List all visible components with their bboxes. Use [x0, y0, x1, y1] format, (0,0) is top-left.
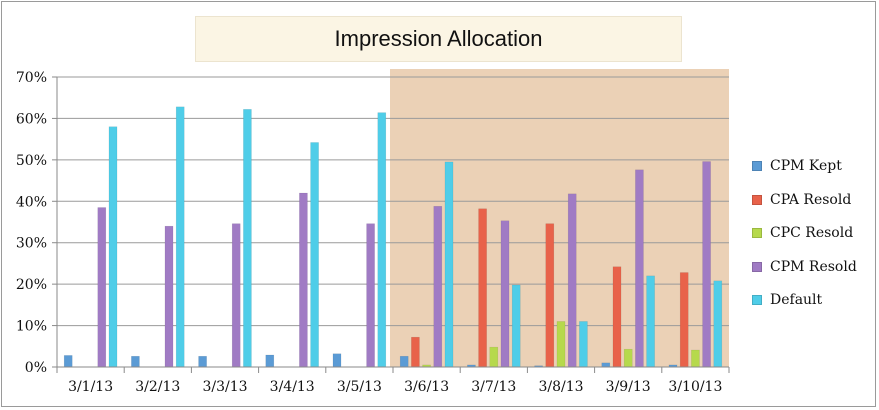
bar — [500, 220, 510, 368]
bar — [175, 106, 185, 368]
legend-item: CPC Resold — [752, 223, 853, 243]
bar — [265, 354, 275, 368]
legend-item: CPM Kept — [752, 156, 842, 176]
y-tick-label: 70% — [16, 70, 47, 86]
x-tick-label: 3/2/13 — [135, 379, 180, 395]
bar — [108, 126, 118, 368]
legend-swatch — [752, 194, 762, 205]
legend-label: Default — [770, 292, 823, 308]
legend-item: Default — [752, 290, 822, 310]
chart-title-box: Impression Allocation — [195, 16, 682, 62]
bar — [433, 206, 443, 368]
legend-item: CPA Resold — [752, 190, 851, 210]
legend-label: CPM Kept — [770, 158, 842, 174]
y-tick-label: 0% — [25, 360, 47, 376]
bar — [366, 223, 375, 368]
legend-swatch — [752, 295, 762, 305]
y-tick-label: 10% — [16, 319, 47, 335]
x-tick-label: 3/1/13 — [68, 379, 113, 395]
x-tick-label: 3/3/13 — [202, 379, 247, 395]
y-axis-ticks: 0% 10% 20% 30% 40% 50% 60% 70% — [16, 70, 57, 376]
bar — [332, 353, 342, 368]
x-tick-label: 3/5/13 — [337, 379, 382, 395]
bar — [198, 355, 207, 368]
legend-swatch — [752, 161, 762, 171]
bar — [377, 112, 387, 368]
bar — [97, 207, 107, 368]
bar — [399, 355, 409, 368]
bar — [511, 284, 521, 368]
bar — [489, 346, 499, 368]
x-tick-label: 3/9/13 — [606, 379, 651, 395]
legend-swatch — [752, 228, 762, 238]
bar — [63, 355, 73, 368]
y-tick-label: 40% — [16, 194, 47, 210]
bar — [579, 321, 588, 368]
x-tick-label: 3/10/13 — [668, 379, 722, 395]
bar — [601, 362, 611, 368]
bar — [231, 223, 241, 368]
bars — [63, 106, 723, 368]
legend-label: CPA Resold — [770, 191, 852, 208]
x-tick-label: 3/4/13 — [270, 379, 315, 395]
bar — [444, 161, 454, 368]
x-tick-label: 3/7/13 — [471, 379, 516, 395]
chart-title: Impression Allocation — [334, 26, 543, 51]
bar — [556, 321, 566, 368]
bar — [623, 348, 633, 368]
bar — [612, 266, 622, 368]
bar — [713, 280, 723, 368]
bar — [545, 223, 555, 368]
legend-swatch — [752, 261, 762, 272]
bar — [635, 169, 644, 368]
y-tick-label: 20% — [16, 277, 47, 293]
bar — [164, 225, 174, 368]
bar — [679, 272, 689, 368]
bar — [646, 275, 655, 368]
bar — [131, 355, 140, 368]
legend-label: CPM Resold — [770, 258, 857, 275]
legend-item: CPM Resold — [752, 257, 857, 277]
x-tick-label: 3/6/13 — [404, 379, 449, 395]
y-tick-label: 30% — [16, 236, 47, 252]
bar — [478, 208, 487, 368]
bar — [691, 349, 700, 368]
x-tick-label: 3/8/13 — [538, 379, 583, 395]
legend-label: CPC Resold — [770, 225, 854, 241]
x-axis-ticks: 3/1/13 3/2/13 3/3/13 3/4/13 3/5/13 3/6/13 3/7/… — [56, 367, 730, 395]
bar — [243, 109, 252, 368]
bar — [567, 193, 577, 368]
bar — [310, 142, 319, 368]
bar — [411, 336, 420, 368]
bar — [702, 161, 711, 368]
bar — [299, 192, 308, 368]
y-tick-label: 60% — [16, 111, 47, 127]
y-tick-label: 50% — [16, 153, 47, 169]
